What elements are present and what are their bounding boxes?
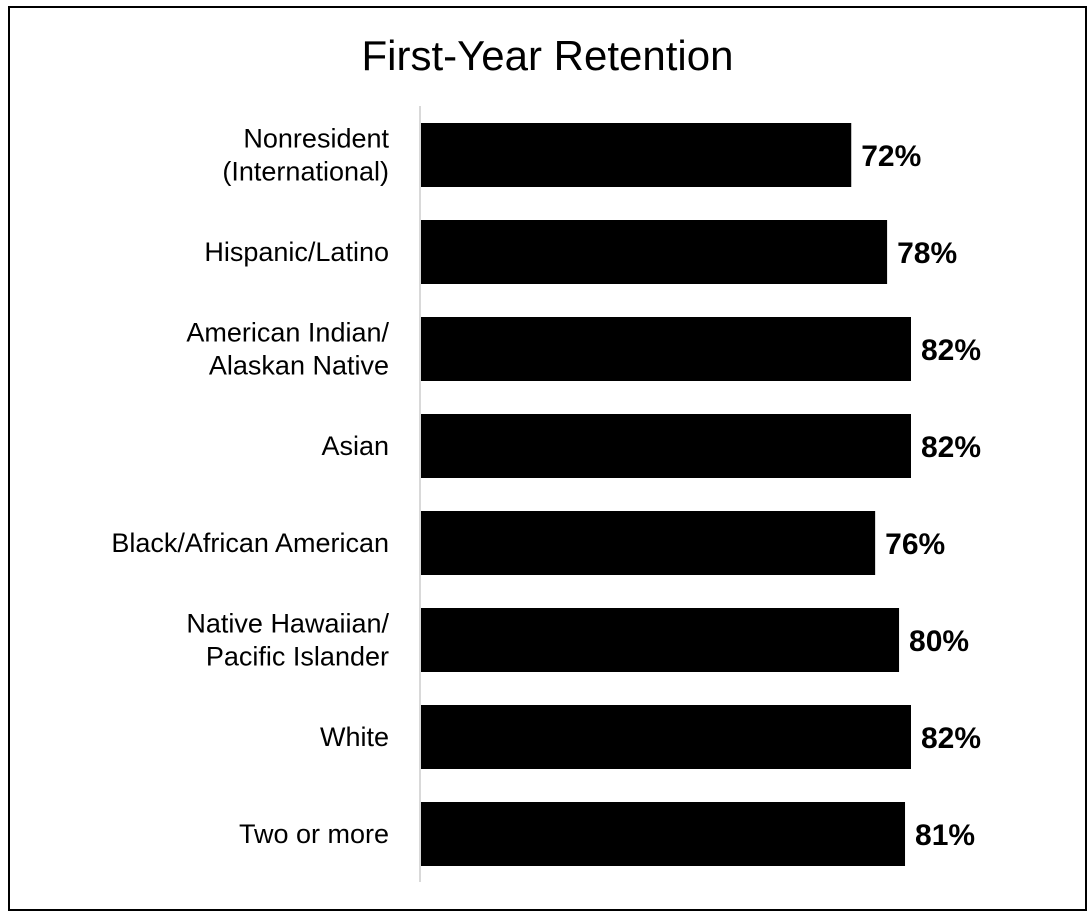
category-label-7: White — [320, 722, 389, 752]
category-label-2: Hispanic/Latino — [204, 237, 389, 267]
value-label-7: 82% — [921, 722, 981, 755]
value-label-3: 82% — [921, 334, 981, 367]
bar-2 — [421, 220, 888, 284]
bar-7 — [421, 705, 911, 769]
value-label-6: 80% — [909, 625, 969, 658]
category-label-4: Asian — [321, 431, 389, 461]
bar-8 — [421, 802, 906, 866]
bar-3 — [421, 317, 911, 381]
category-label-3: American Indian/Alaskan Native — [186, 318, 389, 381]
value-label-4: 82% — [921, 431, 981, 464]
category-label-5: Black/African American — [111, 528, 389, 558]
bar-4 — [421, 414, 911, 478]
value-label-5: 76% — [885, 528, 945, 561]
category-label-8: Two or more — [239, 819, 389, 849]
value-label-1: 72% — [861, 140, 921, 173]
value-label-8: 81% — [915, 819, 975, 852]
category-label-1: Nonresident (International) — [222, 124, 389, 187]
bar-1 — [421, 123, 852, 187]
bar-5 — [421, 511, 876, 575]
category-label-6: Native Hawaiian/Pacific Islander — [186, 609, 389, 672]
value-label-2: 78% — [897, 237, 957, 270]
chart-title: First-Year Retention — [361, 32, 734, 79]
bar-6 — [421, 608, 900, 672]
